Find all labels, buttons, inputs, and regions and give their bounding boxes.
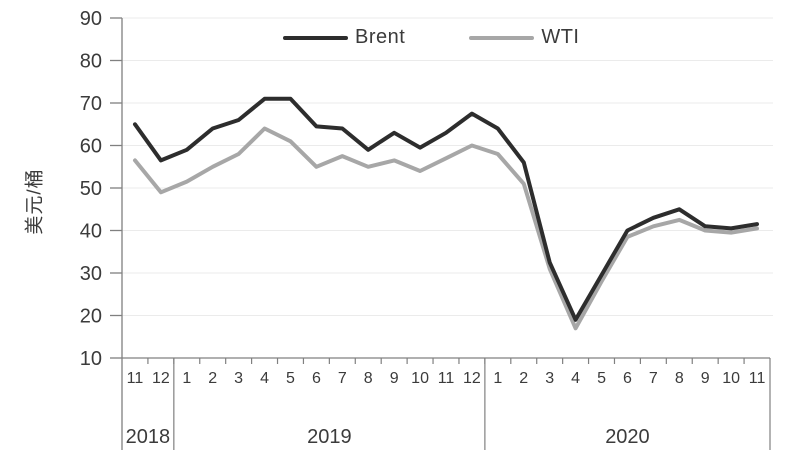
x-tick-label: 4 [571,370,580,387]
y-tick-label: 20 [80,306,102,328]
x-tick-label: 8 [364,370,373,387]
legend-item-wti: WTI [469,26,579,49]
x-tick-label: 7 [338,370,347,387]
x-tick-label: 7 [649,370,658,387]
legend-label-brent: Brent [355,26,406,48]
x-tick-label: 1 [182,370,191,387]
x-tick-label: 11 [438,370,455,387]
x-tick-label: 10 [411,370,429,387]
legend-item-brent: Brent [283,26,405,49]
x-tick-label: 5 [597,370,606,387]
x-tick-label: 4 [260,370,269,387]
x-tick-label: 6 [312,370,321,387]
x-tick-label: 1 [493,370,502,387]
x-tick-label: 12 [463,370,481,387]
x-tick-label: 2 [519,370,528,387]
wti-line-swatch [469,35,535,40]
y-tick-label: 40 [80,221,102,243]
y-tick-label: 70 [80,93,102,115]
y-tick-label: 80 [80,51,102,73]
y-tick-label: 60 [80,136,102,158]
x-tick-label: 2 [208,370,217,387]
x-tick-label: 11 [749,370,766,387]
y-tick-label: 90 [80,8,102,30]
y-tick-label: 30 [80,263,102,285]
x-tick-label: 9 [701,370,710,387]
x-tick-label: 6 [623,370,632,387]
brent-line-swatch [283,35,348,40]
series-brent-line [133,96,759,322]
series-wti-line [133,126,759,331]
x-tick-label: 8 [675,370,684,387]
year-label: 2019 [307,426,352,448]
chart-legend: Brent WTI [283,26,579,49]
x-tick-label: 10 [722,370,740,387]
x-tick-label: 3 [234,370,243,387]
x-tick-label: 5 [286,370,295,387]
year-label: 2020 [605,426,650,448]
legend-label-wti: WTI [541,26,580,48]
x-tick-label: 12 [152,370,170,387]
x-tick-label: 3 [545,370,554,387]
year-label: 2018 [126,426,171,448]
x-tick-label: 11 [127,370,144,387]
x-tick-label: 9 [390,370,399,387]
y-tick-label: 50 [80,178,102,200]
y-tick-label: 10 [80,348,102,370]
